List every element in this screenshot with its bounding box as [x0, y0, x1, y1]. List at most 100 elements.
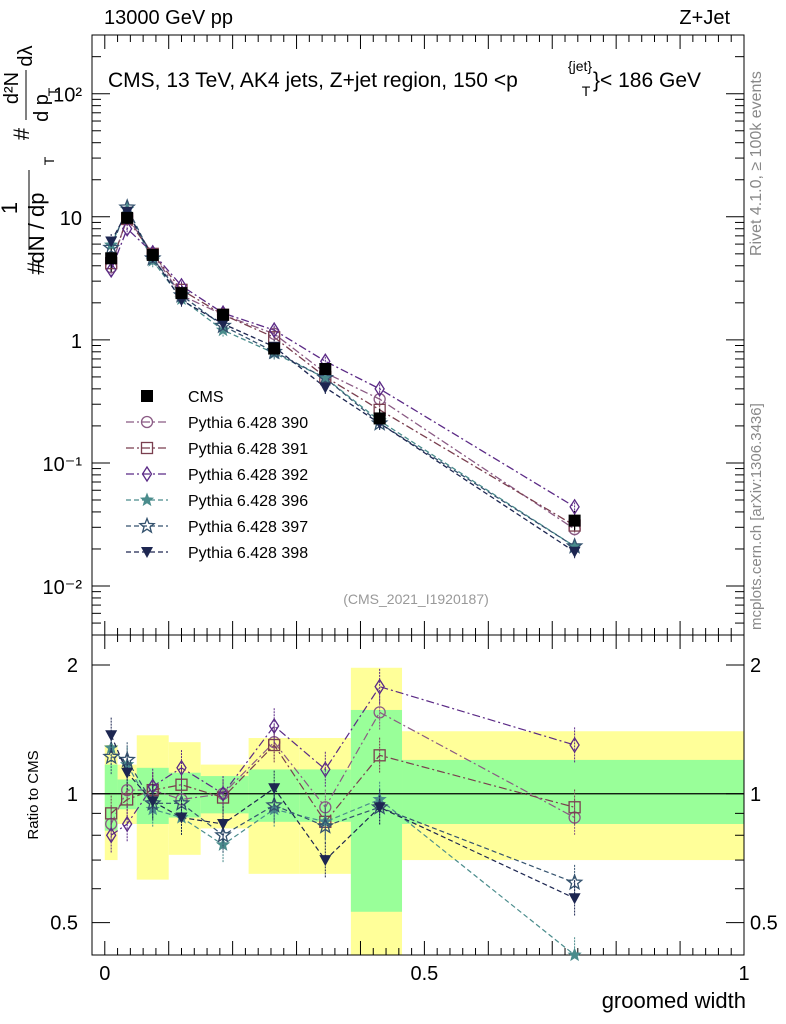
- legend-label: Pythia 6.428 391: [188, 441, 308, 458]
- ratio-point: [268, 783, 281, 795]
- cms-point: [319, 362, 332, 375]
- series-point: [316, 368, 335, 386]
- ratio-point: [217, 785, 229, 802]
- ratio-point: [118, 750, 137, 768]
- ratio-point: [569, 736, 580, 754]
- ratio-point: [319, 855, 332, 867]
- legend-marker: [141, 390, 153, 402]
- y-label-part: dN / dp: [24, 193, 49, 264]
- y-label-part: 1: [0, 202, 22, 214]
- ratio-point: [568, 801, 581, 814]
- chart-title: CMS, 13 TeV, AK4 jets, Z+jet region, 150…: [108, 69, 518, 92]
- y-tick-label: 1: [71, 331, 82, 353]
- ratio-point: [268, 717, 280, 735]
- series-point: [105, 261, 117, 279]
- series-point: [318, 370, 333, 385]
- series-point: [102, 238, 121, 256]
- ratio-point: [105, 730, 118, 742]
- series-point: [374, 380, 385, 398]
- y-label-part: #: [9, 127, 34, 140]
- ratio-y-tick-label-right: 1: [750, 784, 761, 806]
- ratio-point: [214, 825, 232, 843]
- ratio-point: [373, 706, 386, 719]
- ratio-point: [567, 947, 582, 962]
- ratio-point: [265, 796, 284, 813]
- x-tick-label: 0.5: [410, 963, 438, 985]
- ratio-y-tick-label: 1: [67, 784, 78, 806]
- cms-point: [373, 412, 386, 425]
- header-left: 13000 GeV pp: [104, 7, 233, 29]
- header-right: Z+Jet: [679, 7, 730, 29]
- chart-title-end: }< 186 GeV: [593, 69, 701, 92]
- legend-label: CMS: [188, 389, 224, 406]
- x-tick-label: 0: [99, 963, 110, 985]
- ratio-point: [217, 818, 230, 830]
- cms-point: [175, 287, 188, 300]
- ratio-point: [121, 767, 134, 779]
- legend-marker: [139, 492, 155, 507]
- ratio-y-tick-label: 2: [67, 655, 78, 677]
- ratio-point: [316, 816, 335, 834]
- ratio-point: [175, 812, 188, 824]
- ratio-point: [105, 827, 117, 844]
- cms-point: [217, 308, 230, 321]
- ratio-point: [320, 761, 331, 778]
- legend-label: Pythia 6.428 397: [188, 519, 308, 536]
- x-axis-label: groomed width: [602, 988, 746, 1013]
- ratio-y-axis-label: Ratio to CMS: [25, 750, 42, 839]
- legend-label: Pythia 6.428 396: [188, 493, 308, 510]
- y-label-part: d²N: [1, 72, 23, 104]
- cms-point: [568, 514, 581, 527]
- legend-label: Pythia 6.428 392: [188, 467, 308, 484]
- ratio-y-tick-label: 0.5: [50, 913, 78, 935]
- y-label-part: #: [23, 261, 50, 275]
- ratio-point: [146, 796, 159, 808]
- cms-point: [268, 342, 281, 355]
- rivet-label: Rivet 4.1.0, ≥ 100k events: [748, 71, 765, 256]
- ratio-point: [121, 793, 134, 806]
- ratio-point: [121, 815, 133, 833]
- series-point: [105, 236, 118, 248]
- legend-marker: [140, 415, 154, 429]
- ratio-series-line: [110, 685, 575, 836]
- y-tick-label: 10²: [53, 85, 82, 107]
- ratio-point: [104, 740, 119, 754]
- legend-marker: [140, 441, 154, 455]
- ratio-point: [215, 837, 231, 851]
- series-point: [567, 538, 582, 553]
- ratio-point: [565, 873, 584, 891]
- series-point: [268, 321, 280, 339]
- x-tick-label: 1: [738, 963, 749, 985]
- ratio-band-inner: [200, 776, 249, 814]
- ratio-y-tick-label-right: 2: [750, 655, 761, 677]
- series-point: [569, 498, 580, 516]
- y-label-part: d p: [31, 94, 53, 122]
- legend-marker: [141, 465, 153, 483]
- ratio-y-tick-label-right: 0.5: [750, 913, 778, 935]
- cms-point: [146, 248, 159, 261]
- cms-point: [121, 211, 134, 224]
- chart-title-sub: T: [582, 83, 591, 99]
- ratio-point: [374, 678, 385, 695]
- y-label-part: dλ: [15, 45, 37, 66]
- series-point: [568, 546, 581, 558]
- y-tick-label: 10⁻²: [43, 577, 83, 599]
- ratio-plot-frame: [91, 634, 745, 956]
- y-label-part: T: [41, 156, 57, 165]
- legend-label: Pythia 6.428 390: [188, 415, 308, 432]
- series-point: [217, 318, 230, 330]
- series-line: [110, 215, 575, 530]
- ratio-point: [373, 749, 386, 762]
- watermark: (CMS_2021_I1920187): [343, 591, 489, 607]
- series-line: [110, 207, 575, 547]
- mcplots-label: mcplots.cern.ch [arXiv:1306.3436]: [748, 403, 765, 630]
- ratio-point: [568, 893, 581, 905]
- y-tick-label: 10⁻¹: [43, 454, 83, 476]
- series-line: [110, 217, 575, 527]
- ratio-point: [102, 747, 121, 765]
- series-point: [121, 220, 133, 237]
- series-line: [110, 205, 575, 547]
- y-tick-label: 10: [60, 208, 82, 230]
